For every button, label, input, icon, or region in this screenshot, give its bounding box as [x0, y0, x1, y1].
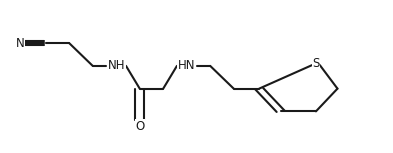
Text: NH: NH	[107, 59, 125, 72]
Text: S: S	[312, 57, 320, 70]
Text: N: N	[16, 37, 25, 50]
Text: HN: HN	[178, 59, 195, 72]
Text: O: O	[135, 120, 144, 133]
